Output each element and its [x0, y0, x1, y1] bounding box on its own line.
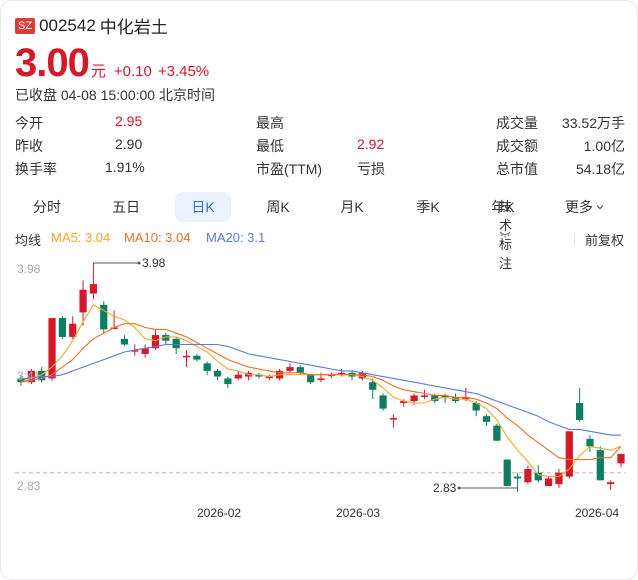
stock-header: SZ 002542 中化岩土: [15, 13, 168, 38]
tab-more[interactable]: 更多: [557, 192, 613, 222]
tech-annotation-toggle[interactable]: 技术标注: [499, 199, 512, 271]
exchange-badge: SZ: [15, 17, 36, 34]
stat-value-pe: 亏损: [357, 161, 385, 177]
tab-more-label: 更多: [565, 199, 593, 215]
stats-grid: 今开 2.95 最高 成交量 33.52万手 昨收 2.90 最低 2.92 成…: [15, 113, 625, 182]
period-tabs: 分时 五日 日K 周K 月K 季K 年K 更多: [15, 192, 625, 222]
stat-value-amount: 1.00亿: [583, 138, 625, 154]
svg-text:2026-04: 2026-04: [575, 506, 619, 520]
stat-label-amount: 成交额: [496, 138, 538, 154]
svg-text:3.98: 3.98: [17, 262, 41, 276]
svg-text:2.83: 2.83: [433, 481, 457, 495]
tab-weekly-k[interactable]: 周K: [266, 199, 290, 215]
stat-label-low: 最低: [256, 138, 284, 154]
stat-label-turnover: 换手率: [15, 161, 57, 177]
stock-code: 002542: [39, 15, 96, 35]
tab-yearly-k[interactable]: 年K: [491, 199, 515, 215]
adjust-type-button[interactable]: 前复权: [585, 233, 625, 248]
ma10-value: MA10: 3.04: [124, 230, 191, 245]
tab-quarterly-k[interactable]: 季K: [416, 199, 440, 215]
candles: [17, 269, 625, 492]
market-status: 已收盘 04-08 15:00:00 北京时间: [15, 87, 215, 103]
svg-text:3.41: 3.41: [17, 369, 41, 383]
svg-text:2026-02: 2026-02: [197, 506, 241, 520]
stat-value-mktcap: 54.18亿: [575, 161, 625, 177]
stat-label-high: 最高: [256, 115, 284, 131]
tab-intraday[interactable]: 分时: [33, 199, 61, 215]
chevron-down-icon: [596, 205, 604, 210]
ma5-value: MA5: 3.04: [51, 230, 111, 245]
ma20-value: MA20: 3.1: [206, 230, 266, 245]
stat-label-volume: 成交量: [496, 115, 538, 131]
stat-value-turnover: 1.91%: [105, 159, 145, 175]
stat-label-open: 今开: [15, 115, 43, 131]
stat-value-prev-close: 2.90: [115, 136, 143, 152]
current-price: 3.00: [15, 41, 90, 85]
price-change-pct: +3.45%: [157, 63, 210, 80]
ma-lines: [20, 304, 622, 478]
stock-name: 中化岩土: [99, 18, 168, 37]
tab-five-day[interactable]: 五日: [112, 199, 140, 215]
svg-text:2.83: 2.83: [17, 479, 41, 493]
divider: [574, 233, 575, 245]
tab-daily-k[interactable]: 日K: [175, 192, 231, 222]
stat-value-open: 2.95: [115, 113, 143, 129]
eye-closed-icon: [499, 231, 511, 238]
stat-label-pe: 市盈(TTM): [256, 161, 323, 177]
stat-label-mktcap: 总市值: [496, 161, 538, 177]
stat-value-volume: 33.52万手: [561, 115, 625, 131]
ma-label: 均线: [15, 233, 42, 248]
stat-value-low: 2.92: [357, 136, 385, 152]
stat-label-prev-close: 昨收: [15, 138, 43, 154]
tab-monthly-k[interactable]: 月K: [340, 199, 364, 215]
price-change: +0.10: [113, 63, 152, 80]
svg-text:2026-03: 2026-03: [336, 506, 380, 520]
axis-labels: 3.98 3.41 2.83 3.98 2.83 2026-02 2026-03 2026-0…: [17, 256, 619, 520]
price-row: 3.00 元 +0.10 +3.45%: [15, 41, 209, 85]
svg-text:3.98: 3.98: [142, 256, 166, 270]
price-unit: 元: [90, 63, 106, 80]
tech-annotation-label: 技术标注: [499, 199, 513, 271]
kline-chart[interactable]: 3.98 3.41 2.83 3.98 2.83 2026-02 2026-03 2026-0…: [1, 251, 638, 531]
